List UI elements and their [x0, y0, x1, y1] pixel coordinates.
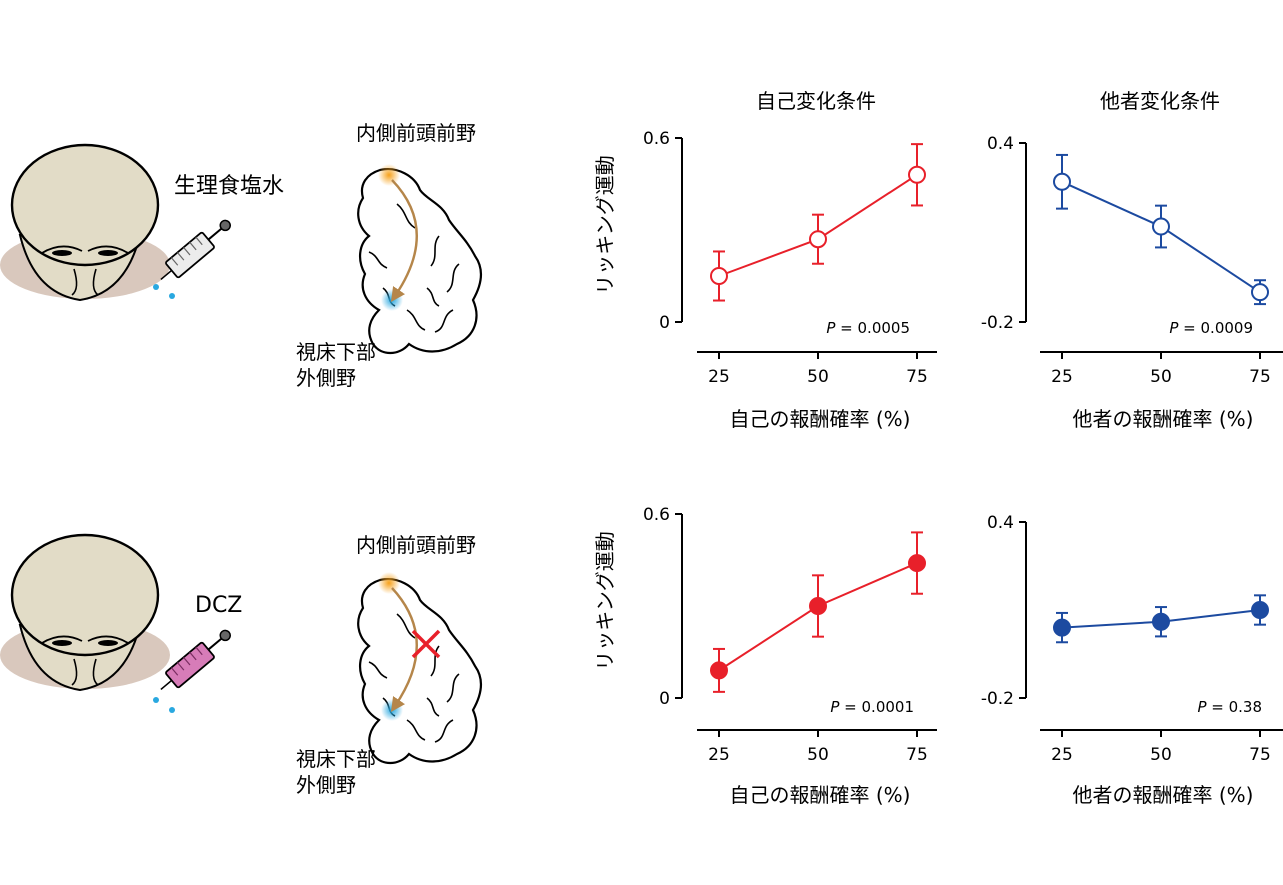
- chart-saline-other: -0.2 0.4 25 50 75 他者の報酬確率 (%) P = 0.0009: [981, 134, 1283, 431]
- mpfc-label-dcz: 内側前頭前野: [356, 533, 476, 557]
- data-point: [1251, 601, 1269, 619]
- syringe-icon-saline: [160, 219, 231, 281]
- data-point: [1251, 283, 1269, 302]
- water-drops-dcz: [153, 697, 175, 713]
- lh-label-2-dcz: 外側野: [296, 773, 356, 797]
- lh-label-1-saline: 視床下部: [296, 340, 376, 364]
- y-axis-label: リッキング運動: [593, 531, 617, 670]
- brain-section-icon-saline: [357, 164, 483, 355]
- p-value: = 0.0001: [839, 698, 914, 716]
- data-point: [1152, 217, 1170, 236]
- y-tick-label: 0: [659, 689, 670, 709]
- monkey-head-icon-saline: [0, 143, 172, 302]
- dcz-label: DCZ: [195, 593, 242, 618]
- chart-dcz-self: 0 0.6 25 50 75 自己の報酬確率 (%) リッキング運動 P = 0.0001: [593, 505, 937, 807]
- other-condition-title: 他者変化条件: [1100, 89, 1220, 113]
- x-tick-label: 50: [1150, 367, 1172, 387]
- x-tick-label: 25: [708, 367, 730, 387]
- chart-saline-self: 0 0.6 25 50 75 自己の報酬確率 (%) リッキング運動 P = 0.0005: [593, 129, 937, 431]
- data-point: [1053, 618, 1071, 637]
- p-symbol: P: [826, 319, 836, 337]
- p-symbol: P: [830, 698, 840, 716]
- x-tick-label: 75: [906, 745, 928, 765]
- data-point: [809, 230, 827, 249]
- data-point: [710, 661, 728, 680]
- x-axis-label: 自己の報酬確率 (%): [730, 407, 911, 431]
- x-tick-label: 25: [708, 745, 730, 765]
- p-value-label: P = 0.0005: [826, 319, 910, 337]
- data-point: [1053, 172, 1071, 191]
- water-drops-saline: [153, 284, 175, 299]
- x-tick-label: 75: [1249, 367, 1271, 387]
- data-point: [809, 597, 827, 615]
- data-point: [908, 165, 926, 184]
- inhibition-cross-icon: [411, 629, 441, 659]
- data-point: [710, 267, 728, 285]
- p-symbol: P: [1197, 698, 1207, 716]
- p-value: = 0.0005: [835, 319, 910, 337]
- monkey-head-icon-dcz: [0, 533, 172, 692]
- p-value: = 0.0009: [1178, 319, 1253, 337]
- x-tick-label: 75: [1249, 745, 1271, 765]
- saline-label: 生理食塩水: [174, 174, 284, 199]
- y-tick-label: 0: [659, 313, 670, 333]
- p-value-label: P = 0.38: [1197, 698, 1262, 716]
- x-tick-label: 25: [1051, 745, 1073, 765]
- y-tick-label: 0.4: [987, 513, 1014, 533]
- y-tick-label: -0.2: [981, 689, 1014, 709]
- y-tick-label: 0.4: [987, 134, 1014, 154]
- y-axis-label: リッキング運動: [593, 155, 617, 294]
- self-condition-title: 自己変化条件: [756, 89, 876, 113]
- p-value-label: P = 0.0009: [1169, 319, 1253, 337]
- lh-label-2-saline: 外側野: [296, 366, 356, 390]
- lh-label-1-dcz: 視床下部: [296, 747, 376, 771]
- x-axis-label: 自己の報酬確率 (%): [730, 783, 911, 807]
- x-tick-label: 50: [1150, 745, 1172, 765]
- x-tick-label: 25: [1051, 367, 1073, 387]
- syringe-icon-dcz: [160, 629, 231, 691]
- data-point: [908, 554, 926, 573]
- data-point: [1152, 612, 1170, 631]
- y-tick-label: 0.6: [643, 505, 670, 525]
- x-tick-label: 50: [807, 745, 829, 765]
- brain-section-icon-dcz: [357, 572, 483, 765]
- p-value: = 0.38: [1206, 698, 1262, 716]
- x-tick-label: 75: [906, 367, 928, 387]
- x-tick-label: 50: [807, 367, 829, 387]
- y-tick-label: 0.6: [643, 129, 670, 149]
- x-axis-label: 他者の報酬確率 (%): [1073, 783, 1254, 807]
- chart-dcz-other: -0.2 0.4 25 50 75 他者の報酬確率 (%) P = 0.38: [981, 513, 1283, 807]
- p-value-label: P = 0.0001: [830, 698, 914, 716]
- y-tick-label: -0.2: [981, 313, 1014, 333]
- mpfc-label-saline: 内側前頭前野: [356, 121, 476, 145]
- x-axis-label: 他者の報酬確率 (%): [1073, 407, 1254, 431]
- p-symbol: P: [1169, 319, 1179, 337]
